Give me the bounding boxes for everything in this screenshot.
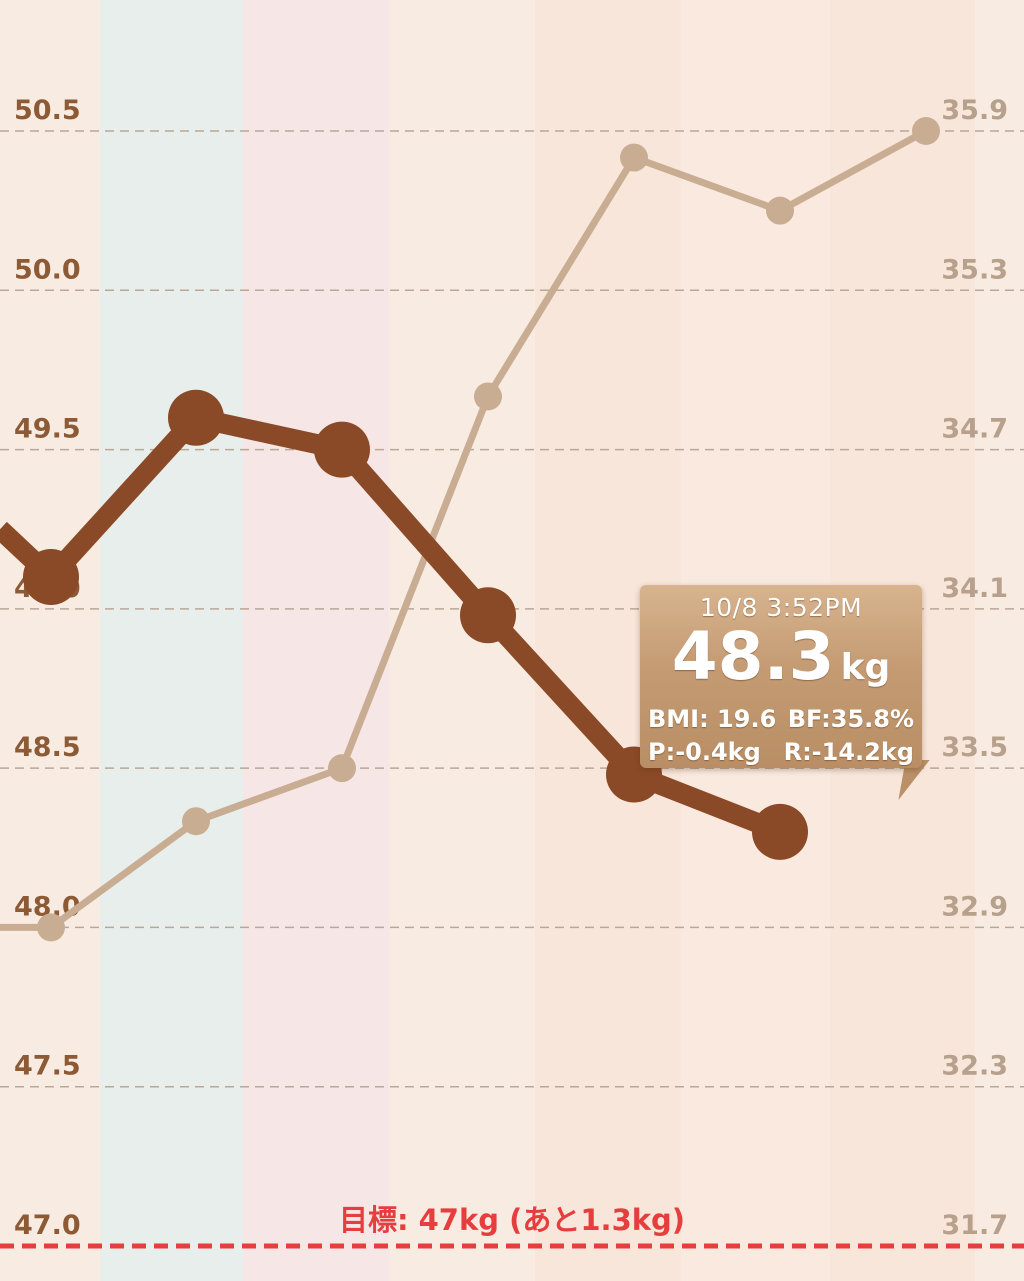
right-tick-label: 31.7 xyxy=(941,1210,1008,1241)
right-tick-label: 35.3 xyxy=(941,254,1008,285)
weight-point xyxy=(460,587,516,644)
right-tick-label: 34.1 xyxy=(941,573,1008,604)
right-axis-ticks: 35.9 35.3 34.7 34.1 33.5 32.9 32.3 31.7 xyxy=(941,95,1008,1241)
right-tick-label: 33.5 xyxy=(941,732,1008,763)
left-tick-label: 48.5 xyxy=(14,732,81,763)
tooltip-weight-value: 48.3 xyxy=(671,618,835,695)
right-tick-label: 35.9 xyxy=(941,95,1008,126)
body-fat-point xyxy=(766,196,794,225)
body-fat-point xyxy=(37,913,65,942)
body-fat-point xyxy=(328,754,356,783)
tooltip-p: P:-0.4kg xyxy=(648,738,761,766)
goal-line-group: 目標: 47kg (あと1.3kg) xyxy=(0,1203,1024,1249)
tooltip-r: R:-14.2kg xyxy=(783,738,914,766)
left-tick-label: 47.5 xyxy=(14,1051,81,1082)
body-fat-line xyxy=(0,127,928,931)
tooltip-row-1: BMI: 19.6 BF:35.8% xyxy=(640,703,922,736)
body-fat-point xyxy=(912,117,940,145)
right-tick-label: 34.7 xyxy=(941,414,1008,445)
weight-point xyxy=(752,803,808,860)
background-band xyxy=(975,0,1024,1281)
left-tick-label: 49.5 xyxy=(14,414,81,445)
goal-label: 目標: 47kg (あと1.3kg) xyxy=(339,1203,685,1237)
left-tick-label: 50.0 xyxy=(14,254,81,285)
body-fat-point xyxy=(620,143,648,172)
background-band xyxy=(0,0,100,1281)
right-tick-label: 32.3 xyxy=(941,1051,1008,1082)
background-band xyxy=(243,0,389,1281)
tooltip-weight-unit: kg xyxy=(840,647,891,688)
body-fat-point xyxy=(474,382,502,411)
body-fat-point xyxy=(182,807,210,836)
left-tick-label: 47.0 xyxy=(14,1210,81,1241)
data-tooltip[interactable]: 10/8 3:52PM 48.3 kg BMI: 19.6 BF:35.8% P:… xyxy=(640,585,922,768)
left-tick-label: 50.5 xyxy=(14,95,81,126)
weight-series xyxy=(0,389,808,860)
weight-point xyxy=(23,549,79,605)
tooltip-row-2: P:-0.4kg R:-14.2kg xyxy=(640,736,922,769)
body-fat-series xyxy=(0,117,940,942)
tooltip-date: 10/8 3:52PM xyxy=(699,593,863,622)
tooltip-bmi: BMI: 19.6 xyxy=(648,705,777,733)
background-band xyxy=(100,0,243,1281)
tooltip-bf: BF:35.8% xyxy=(787,705,914,733)
tooltip-weight: 48.3 kg xyxy=(640,622,922,703)
weight-point xyxy=(168,389,224,446)
right-tick-label: 32.9 xyxy=(941,891,1008,922)
weight-point xyxy=(314,421,370,478)
